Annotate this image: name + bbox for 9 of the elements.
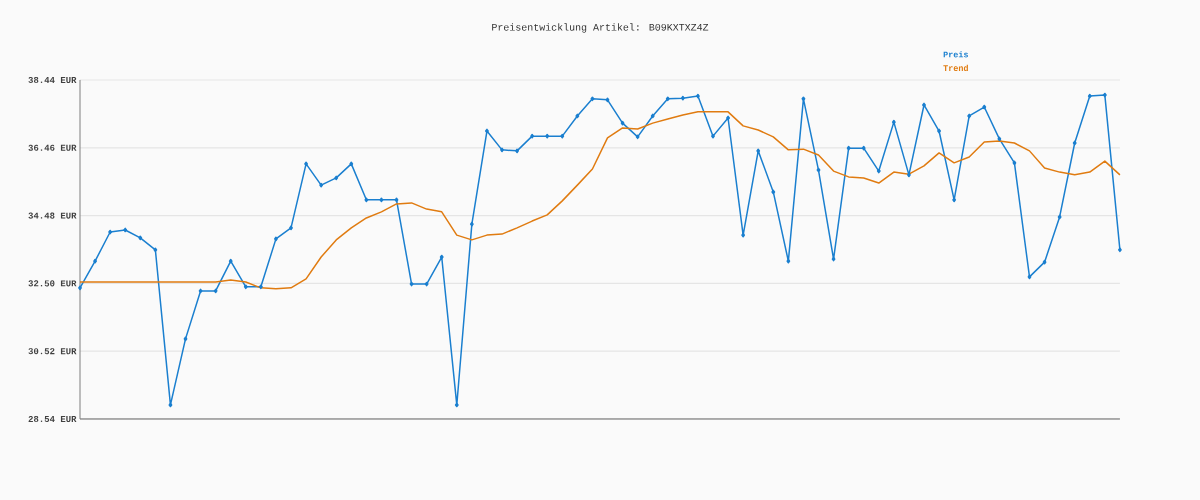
text: Trend <box>943 64 968 71</box>
chart-title: Preisentwicklung Artikel: B09KXTXZ4Z <box>492 23 709 33</box>
y-tick-label: 38.44 EUR <box>28 76 77 84</box>
y-tick-label: 28.54 EUR <box>28 415 77 423</box>
y-tick-label: 30.52 EUR <box>28 348 77 355</box>
y-tick-label: 32.50 EUR <box>28 280 77 287</box>
y-tick-label: 36.46 EUR <box>28 144 77 151</box>
y-tick-label: 34.48 EUR <box>28 212 77 219</box>
text: Preis <box>943 51 968 58</box>
